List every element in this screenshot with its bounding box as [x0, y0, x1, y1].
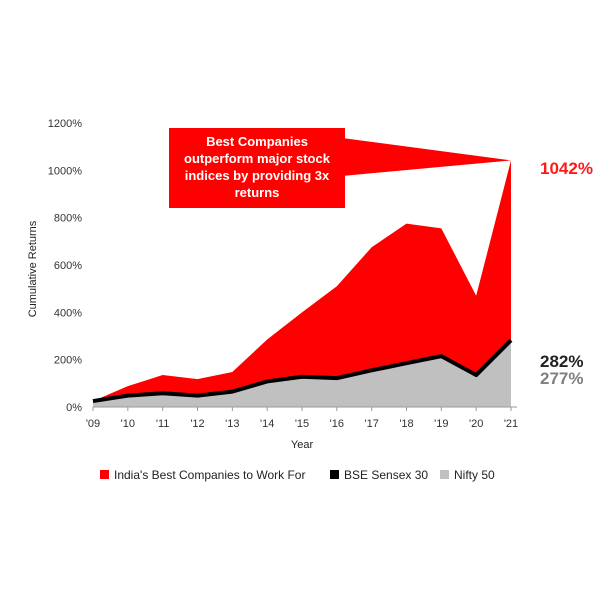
- series-area-nifty-50: [93, 341, 511, 407]
- x-tick-label: '17: [364, 418, 378, 430]
- y-tick-label: 1000%: [48, 165, 82, 177]
- x-tick-label: '19: [434, 418, 448, 430]
- x-tick-label: '20: [469, 418, 483, 430]
- x-tick-label: '15: [295, 418, 309, 430]
- x-tick-label: '09: [86, 418, 100, 430]
- legend-item-nifty-50-swatch: [440, 470, 449, 479]
- callout-text-line: indices by providing 3x: [185, 168, 330, 183]
- callout-text-line: Best Companies: [206, 134, 308, 149]
- end-label-best-companies: 1042%: [540, 159, 593, 178]
- x-tick-label: '13: [225, 418, 239, 430]
- y-axis-title: Cumulative Returns: [27, 220, 39, 317]
- y-tick-label: 0%: [66, 402, 82, 414]
- y-tick-label: 800%: [54, 213, 82, 225]
- legend-item-bse-sensex-30-swatch: [330, 470, 339, 479]
- series-line-bse-sensex-30: [92, 338, 513, 404]
- callout-text-line: returns: [235, 185, 280, 200]
- axes-layer: 0% 200% 400% 600% 800% 1000% 1200% '09 '10 '11 '12…: [27, 118, 518, 451]
- callout-box: [169, 128, 345, 208]
- end-label-bse-sensex-30: 282%: [540, 352, 583, 371]
- area-layer: [92, 160, 513, 407]
- y-tick-label: 1200%: [48, 118, 82, 130]
- legend-item-best-companies-label: India's Best Companies to Work For: [114, 468, 305, 482]
- y-tick-label: 600%: [54, 260, 82, 272]
- y-tick-label: 200%: [54, 355, 82, 367]
- x-tick-label: '11: [156, 418, 170, 430]
- legend: India's Best Companies to Work For BSE Se…: [100, 468, 495, 482]
- legend-item-best-companies-swatch: [100, 470, 109, 479]
- end-label-nifty-50: 277%: [540, 369, 583, 388]
- x-axis-title: Year: [291, 439, 314, 451]
- x-tick-label: '14: [260, 418, 274, 430]
- end-labels: 1042% 282%277%: [540, 159, 593, 388]
- x-tick-label: '21: [504, 418, 518, 430]
- y-tick-label: 400%: [54, 307, 82, 319]
- x-tick-label: '12: [190, 418, 204, 430]
- x-tick-label: '18: [399, 418, 413, 430]
- x-tick-label: '16: [330, 418, 344, 430]
- series-area-best-companies: [93, 160, 511, 407]
- x-tick-label: '10: [121, 418, 135, 430]
- legend-item-nifty-50-label: Nifty 50: [454, 468, 495, 482]
- annotation-callout: Best Companies outperform major stock indi…: [169, 128, 511, 208]
- legend-item-bse-sensex-30-label: BSE Sensex 30: [344, 468, 428, 482]
- callout-tail: [342, 138, 511, 176]
- callout-text-line: outperform major stock: [184, 151, 331, 166]
